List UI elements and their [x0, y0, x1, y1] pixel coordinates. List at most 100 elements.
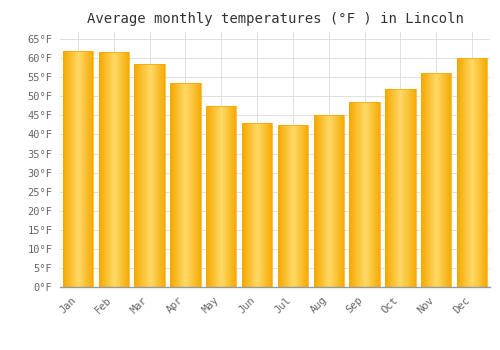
Bar	[92, 50, 93, 287]
Bar	[156, 64, 158, 287]
Bar	[410, 89, 412, 287]
Bar	[314, 116, 344, 287]
Bar	[122, 52, 123, 287]
Bar	[290, 125, 291, 287]
Bar	[64, 50, 66, 287]
Bar	[473, 58, 474, 287]
Bar	[482, 58, 484, 287]
Bar	[471, 58, 472, 287]
Bar	[121, 52, 122, 287]
Bar	[285, 125, 286, 287]
Bar	[350, 102, 380, 287]
Bar	[158, 64, 160, 287]
Bar	[62, 50, 93, 287]
Bar	[366, 102, 368, 287]
Bar	[210, 106, 211, 287]
Bar	[326, 116, 328, 287]
Bar	[263, 123, 264, 287]
Bar	[77, 50, 78, 287]
Bar	[222, 106, 224, 287]
Bar	[295, 125, 296, 287]
Bar	[125, 52, 126, 287]
Bar	[322, 116, 324, 287]
Bar	[140, 64, 141, 287]
Bar	[259, 123, 260, 287]
Bar	[464, 58, 465, 287]
Bar	[318, 116, 320, 287]
Bar	[339, 116, 340, 287]
Bar	[303, 125, 304, 287]
Bar	[254, 123, 255, 287]
Bar	[436, 74, 438, 287]
Bar	[341, 116, 342, 287]
Bar	[329, 116, 330, 287]
Bar	[91, 50, 92, 287]
Bar	[186, 83, 188, 287]
Bar	[377, 102, 378, 287]
Bar	[472, 58, 473, 287]
Bar	[335, 116, 336, 287]
Bar	[457, 58, 488, 287]
Bar	[196, 83, 198, 287]
Bar	[458, 58, 459, 287]
Bar	[268, 123, 270, 287]
Bar	[245, 123, 246, 287]
Bar	[332, 116, 333, 287]
Bar	[68, 50, 69, 287]
Bar	[178, 83, 180, 287]
Bar	[246, 123, 247, 287]
Bar	[300, 125, 301, 287]
Bar	[89, 50, 90, 287]
Bar	[164, 64, 165, 287]
Bar	[421, 74, 422, 287]
Bar	[479, 58, 480, 287]
Bar	[292, 125, 293, 287]
Bar	[264, 123, 265, 287]
Bar	[286, 125, 287, 287]
Bar	[278, 125, 308, 287]
Bar	[134, 64, 165, 287]
Bar	[444, 74, 446, 287]
Bar	[421, 74, 452, 287]
Bar	[333, 116, 334, 287]
Bar	[138, 64, 140, 287]
Bar	[120, 52, 121, 287]
Bar	[291, 125, 292, 287]
Bar	[280, 125, 281, 287]
Bar	[400, 89, 402, 287]
Bar	[110, 52, 112, 287]
Bar	[302, 125, 303, 287]
Bar	[465, 58, 466, 287]
Bar	[228, 106, 230, 287]
Bar	[376, 102, 377, 287]
Bar	[252, 123, 253, 287]
Bar	[378, 102, 379, 287]
Bar	[442, 74, 444, 287]
Bar	[364, 102, 366, 287]
Bar	[342, 116, 343, 287]
Bar	[408, 89, 410, 287]
Bar	[316, 116, 318, 287]
Bar	[372, 102, 374, 287]
Bar	[468, 58, 469, 287]
Bar	[289, 125, 290, 287]
Bar	[208, 106, 209, 287]
Bar	[232, 106, 234, 287]
Bar	[457, 58, 458, 287]
Bar	[188, 83, 190, 287]
Bar	[350, 102, 352, 287]
Bar	[152, 64, 154, 287]
Bar	[422, 74, 423, 287]
Bar	[386, 89, 387, 287]
Bar	[161, 64, 162, 287]
Bar	[74, 50, 75, 287]
Bar	[390, 89, 392, 287]
Bar	[108, 52, 110, 287]
Bar	[154, 64, 156, 287]
Bar	[481, 58, 482, 287]
Bar	[462, 58, 463, 287]
Bar	[428, 74, 429, 287]
Bar	[98, 52, 129, 287]
Bar	[299, 125, 300, 287]
Bar	[234, 106, 236, 287]
